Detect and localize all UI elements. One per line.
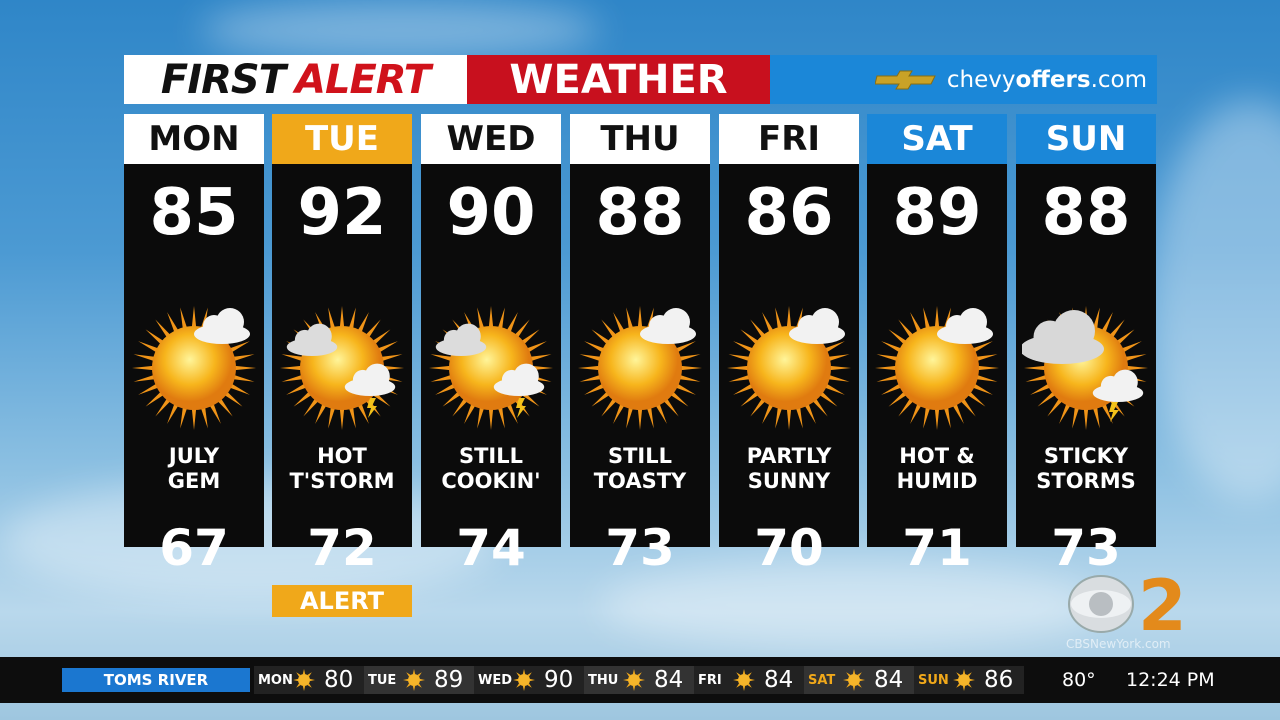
ticker-day-label: SUN (918, 672, 949, 688)
forecast-ticker: TOMS RIVER MON 80 TUE 89 WED 90 THU 84 FRI 8… (0, 657, 1280, 703)
ticker-day-thu: THU 84 (584, 666, 694, 694)
ticker-location: TOMS RIVER (62, 668, 250, 692)
low-temp: 67 (159, 519, 229, 577)
ticker-day-wed: WED 90 (474, 666, 584, 694)
svg-text:2: 2 (1138, 572, 1187, 647)
day-label: TUE (272, 114, 412, 164)
day-panel: 88 STICKY STORMS 73 (1016, 164, 1156, 577)
high-temp: 85 (149, 176, 239, 250)
sun-icon (843, 669, 865, 691)
high-temp: 88 (595, 176, 685, 250)
ticker-temp: 90 (544, 667, 574, 693)
forecast-description: HOT T'STORM (289, 444, 395, 493)
forecast-description: PARTLY SUNNY (746, 444, 832, 493)
high-temp: 88 (1041, 176, 1131, 250)
ticker-day-label: FRI (698, 672, 722, 688)
day-forecast-mon: MON 85 JULY GEM 67 (124, 114, 264, 577)
ticker-temp: 84 (874, 667, 904, 693)
day-forecast-wed: WED 90 STILL COOKIN' 74 (421, 114, 561, 577)
sun-icon (513, 669, 535, 691)
high-temp: 86 (744, 176, 834, 250)
day-label: WED (421, 114, 561, 164)
low-temp: 72 (307, 519, 377, 577)
sun-partly-cloudy-icon (578, 306, 702, 430)
ticker-temp: 86 (984, 667, 1014, 693)
low-temp: 73 (605, 519, 675, 577)
svg-text:CBSNewYork.com: CBSNewYork.com (1066, 637, 1171, 651)
cbs2-logo: 2 CBSNewYork.com (1066, 572, 1187, 651)
low-temp: 70 (754, 519, 824, 577)
sun-icon (733, 669, 755, 691)
sponsor: chevyoffers.com (770, 55, 1157, 104)
day-forecast-thu: THU 88 STILL TOASTY 73 (570, 114, 710, 577)
day-forecast-sun: SUN 88 STICKY STORMS 73 (1016, 114, 1156, 577)
current-temperature: 80° (1062, 669, 1096, 691)
first-text: FIRST (160, 56, 286, 103)
day-panel: 92 HOT T'STORM 72 ALERT (272, 164, 412, 617)
alert-text: ALERT (295, 56, 431, 103)
ticker-day-sat: SAT 84 (804, 666, 914, 694)
day-label: FRI (719, 114, 859, 164)
ticker-temp: 89 (434, 667, 464, 693)
forecast-description: STILL COOKIN' (441, 444, 541, 493)
day-panel: 88 STILL TOASTY 73 (570, 164, 710, 577)
sun-icon (403, 669, 425, 691)
day-panel: 89 HOT & HUMID 71 (867, 164, 1007, 577)
chevy-bowtie-icon (874, 70, 936, 89)
day-label: SUN (1016, 114, 1156, 164)
ticker-day-mon: MON 80 (254, 666, 364, 694)
forecast-description: HOT & HUMID (896, 444, 978, 493)
day-label: SAT (867, 114, 1007, 164)
ticker-day-label: THU (588, 672, 619, 688)
ticker-temp: 84 (764, 667, 794, 693)
sun-partly-cloudy-icon (875, 306, 999, 430)
first-alert-weather-banner: FIRST ALERT WEATHER chevyoffers.com (124, 55, 1157, 104)
cloudy-thunderstorm-icon (1022, 306, 1148, 430)
forecast-description: JULY GEM (167, 444, 221, 493)
sponsor-url: chevyoffers.com (946, 66, 1147, 93)
sun-partly-cloudy-icon (727, 306, 851, 430)
forecast-description: STICKY STORMS (1036, 444, 1136, 493)
clock-time: 12:24 PM (1126, 669, 1215, 691)
ticker-day-label: MON (258, 672, 293, 688)
sun-thunderstorm-icon (280, 306, 404, 430)
forecast-description: STILL TOASTY (593, 444, 687, 493)
first-alert-label: FIRST ALERT (124, 55, 467, 104)
day-panel: 86 PARTLY SUNNY 70 (719, 164, 859, 577)
weather-label: WEATHER (467, 55, 770, 104)
ticker-day-label: SAT (808, 672, 836, 688)
low-temp: 71 (902, 519, 972, 577)
high-temp: 90 (446, 176, 536, 250)
day-forecast-sat: SAT 89 HOT & HUMID 71 (867, 114, 1007, 577)
sun-icon (623, 669, 645, 691)
day-forecast-fri: FRI 86 PARTLY SUNNY 70 (719, 114, 859, 577)
ticker-day-label: TUE (368, 672, 397, 688)
day-panel: 85 JULY GEM 67 (124, 164, 264, 577)
sun-thunderstorm-icon (429, 306, 553, 430)
ticker-day-tue: TUE 89 (364, 666, 474, 694)
day-label: THU (570, 114, 710, 164)
low-temp: 73 (1051, 519, 1121, 577)
sun-icon (293, 669, 315, 691)
alert-badge: ALERT (272, 585, 412, 617)
ticker-temp: 84 (654, 667, 684, 693)
ticker-day-label: WED (478, 672, 513, 688)
low-temp: 74 (456, 519, 526, 577)
day-forecast-tue: TUE 92 HOT T'STORM 72 ALERT (272, 114, 412, 617)
day-label: MON (124, 114, 264, 164)
high-temp: 89 (892, 176, 982, 250)
sun-partly-cloudy-icon (132, 306, 256, 430)
high-temp: 92 (297, 176, 387, 250)
ticker-day-sun: SUN 86 (914, 666, 1024, 694)
ticker-day-fri: FRI 84 (694, 666, 804, 694)
day-panel: 90 STILL COOKIN' 74 (421, 164, 561, 577)
sun-icon (953, 669, 975, 691)
ticker-temp: 80 (324, 667, 354, 693)
